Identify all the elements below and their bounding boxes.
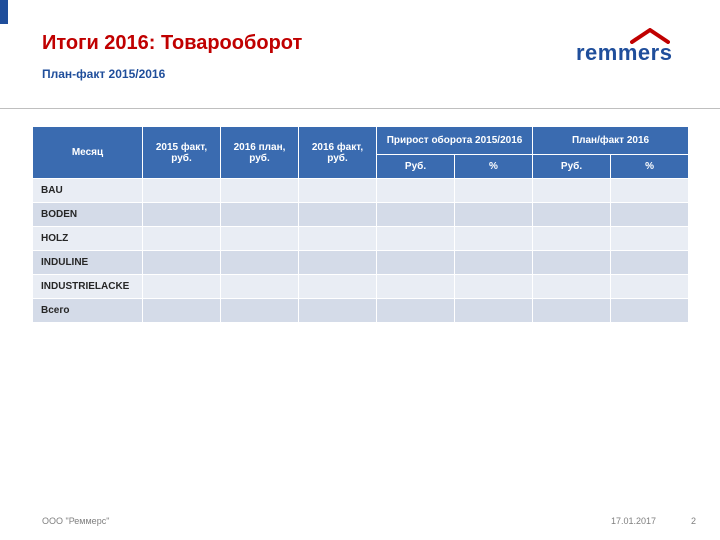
cell	[611, 299, 689, 323]
cell	[455, 275, 533, 299]
cell	[299, 299, 377, 323]
cell	[533, 179, 611, 203]
cell	[377, 227, 455, 251]
table-row: BODEN	[33, 203, 689, 227]
cell	[299, 203, 377, 227]
slide: remmers Итоги 2016: Товарооборот План-фа…	[0, 0, 720, 540]
table-row: BAU	[33, 179, 689, 203]
cell	[221, 275, 299, 299]
brand-logo: remmers	[576, 28, 696, 74]
logo-text: remmers	[576, 42, 672, 64]
cell	[611, 251, 689, 275]
cell	[533, 251, 611, 275]
cell	[299, 251, 377, 275]
cell	[221, 203, 299, 227]
cell	[143, 227, 221, 251]
page-subtitle: План-факт 2015/2016	[42, 67, 302, 81]
cell	[455, 179, 533, 203]
cell	[143, 275, 221, 299]
cell	[455, 227, 533, 251]
th-growth-group: Прирост оборота 2015/2016	[377, 127, 533, 155]
data-table-wrap: Месяц 2015 факт, руб. 2016 план, руб. 20…	[32, 126, 688, 323]
header-block: Итоги 2016: Товарооборот План-факт 2015/…	[42, 32, 302, 81]
header-rule	[0, 108, 720, 109]
footer-company: ООО "Реммерс"	[42, 516, 109, 526]
cell	[143, 299, 221, 323]
table-row: HOLZ	[33, 227, 689, 251]
table-row: Всего	[33, 299, 689, 323]
cell	[143, 179, 221, 203]
data-table: Месяц 2015 факт, руб. 2016 план, руб. 20…	[32, 126, 689, 323]
cell	[533, 203, 611, 227]
th-planfact-pct: %	[611, 155, 689, 179]
th-planfact-group: План/факт 2016	[533, 127, 689, 155]
cell	[143, 203, 221, 227]
cell	[455, 299, 533, 323]
th-growth-pct: %	[455, 155, 533, 179]
cell	[221, 299, 299, 323]
cell	[533, 275, 611, 299]
cell	[533, 227, 611, 251]
cell	[455, 203, 533, 227]
cell	[299, 227, 377, 251]
cell	[377, 299, 455, 323]
page-title: Итоги 2016: Товарооборот	[42, 32, 302, 55]
footer: ООО "Реммерс" 17.01.2017 2	[42, 516, 696, 526]
th-fact2015: 2015 факт, руб.	[143, 127, 221, 179]
footer-page: 2	[684, 516, 696, 526]
cell	[221, 227, 299, 251]
cell	[221, 251, 299, 275]
th-growth-rub: Руб.	[377, 155, 455, 179]
th-month: Месяц	[33, 127, 143, 179]
accent-corner	[0, 0, 8, 24]
th-fact2016: 2016 факт, руб.	[299, 127, 377, 179]
table-row: INDULINE	[33, 251, 689, 275]
th-planfact-rub: Руб.	[533, 155, 611, 179]
row-label: INDULINE	[33, 251, 143, 275]
row-label: BAU	[33, 179, 143, 203]
table-row: INDUSTRIELACKE	[33, 275, 689, 299]
cell	[221, 179, 299, 203]
footer-date: 17.01.2017	[611, 516, 656, 526]
cell	[377, 251, 455, 275]
cell	[611, 179, 689, 203]
row-label: Всего	[33, 299, 143, 323]
cell	[299, 179, 377, 203]
th-plan2016: 2016 план, руб.	[221, 127, 299, 179]
cell	[611, 275, 689, 299]
cell	[455, 251, 533, 275]
cell	[377, 203, 455, 227]
cell	[611, 203, 689, 227]
cell	[377, 275, 455, 299]
cell	[299, 275, 377, 299]
row-label: BODEN	[33, 203, 143, 227]
cell	[143, 251, 221, 275]
row-label: HOLZ	[33, 227, 143, 251]
cell	[377, 179, 455, 203]
cell	[611, 227, 689, 251]
cell	[533, 299, 611, 323]
row-label: INDUSTRIELACKE	[33, 275, 143, 299]
